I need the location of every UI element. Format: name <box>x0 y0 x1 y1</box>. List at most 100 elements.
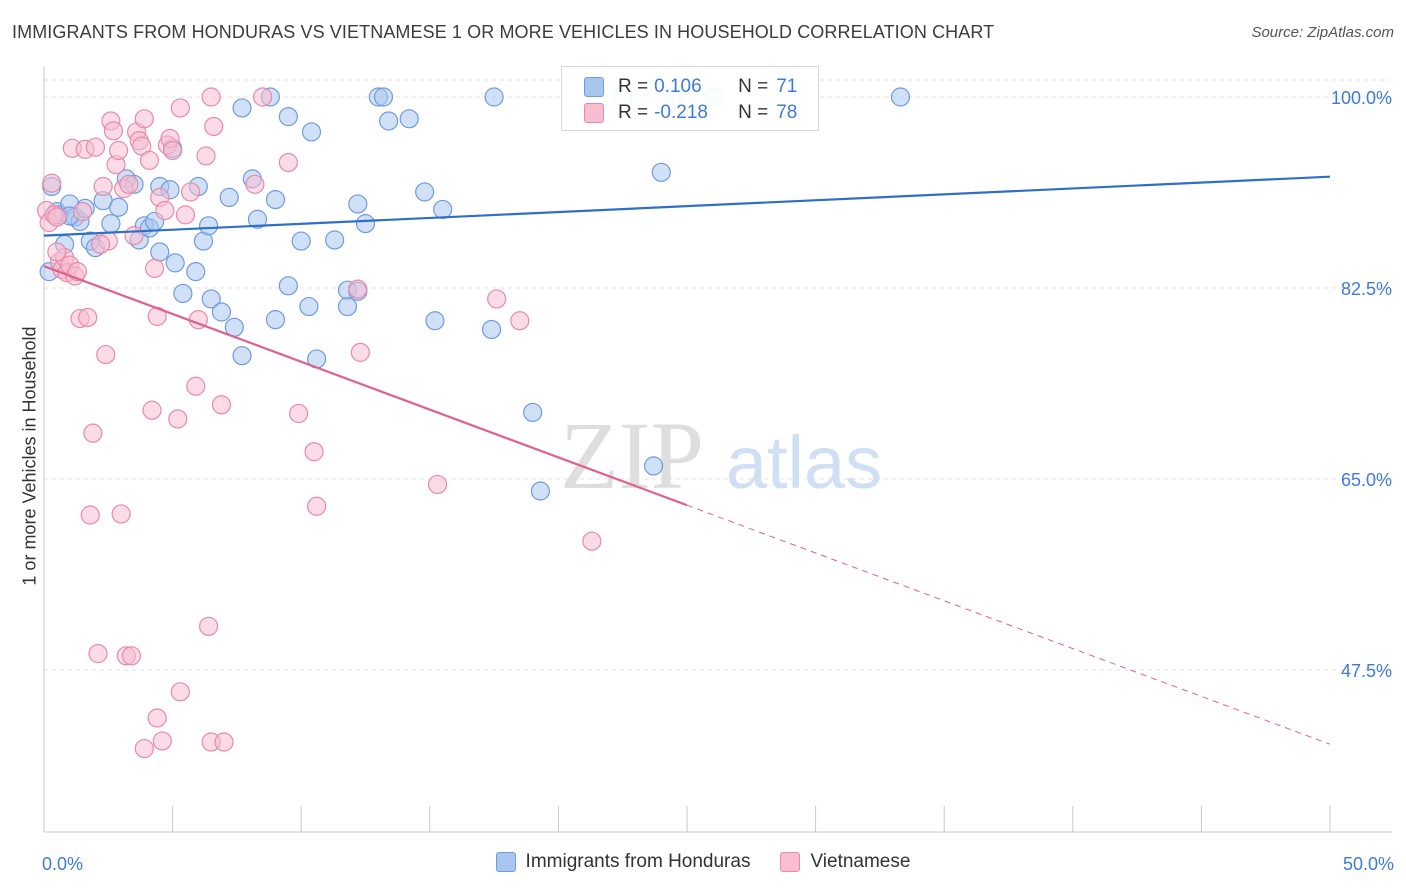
point-vietnamese <box>144 258 165 278</box>
point-vietnamese <box>147 708 167 728</box>
point-vietnamese <box>155 200 175 221</box>
point-honduras <box>278 107 298 127</box>
chart-title: IMMIGRANTS FROM HONDURAS VS VIETNAMESE 1… <box>12 22 995 42</box>
point-vietnamese <box>304 442 324 462</box>
point-vietnamese <box>80 505 100 525</box>
point-honduras <box>219 187 239 208</box>
x-tick-label: 50.0% <box>1343 854 1394 874</box>
legend-item-honduras[interactable]: Immigrants from Honduras <box>495 851 751 873</box>
point-honduras <box>211 302 232 322</box>
trend-line-honduras <box>43 175 1331 237</box>
point-honduras <box>101 214 121 234</box>
point-honduras <box>337 296 358 317</box>
point-vietnamese <box>108 140 129 161</box>
legend-swatch-vietnamese <box>780 852 801 872</box>
point-vietnamese <box>124 226 144 246</box>
legend-label-vietnamese: Vietnamese <box>810 851 911 872</box>
point-vietnamese <box>83 423 103 443</box>
point-vietnamese <box>121 646 142 666</box>
point-vietnamese <box>278 152 298 173</box>
point-vietnamese <box>307 496 327 516</box>
point-vietnamese <box>142 400 162 420</box>
legend-row-vietnamese: R = -0.218 N = 78 <box>584 101 797 125</box>
y-tick-label: 65.0% <box>1341 470 1392 490</box>
point-honduras <box>530 481 550 501</box>
trend-lines <box>43 175 1331 745</box>
legend-row-honduras: R = 0.106 N = 71 <box>584 75 797 99</box>
point-honduras <box>173 283 193 304</box>
point-honduras <box>433 199 453 220</box>
point-vietnamese <box>175 205 196 225</box>
watermark: ZIP atlas <box>560 402 882 509</box>
point-vietnamese <box>211 395 232 415</box>
point-vietnamese <box>152 731 172 751</box>
point-honduras <box>325 230 345 250</box>
point-vietnamese <box>47 207 67 227</box>
point-honduras <box>291 231 311 251</box>
gridlines <box>44 79 1390 671</box>
point-vietnamese <box>78 307 98 328</box>
axes <box>43 66 1392 833</box>
point-honduras <box>890 87 911 107</box>
point-vietnamese <box>245 174 265 194</box>
point-honduras <box>355 214 376 234</box>
trend-line-vietnamese <box>43 265 688 507</box>
point-honduras <box>481 319 502 340</box>
point-vietnamese <box>199 616 219 636</box>
legend-r-label: R = <box>618 76 649 97</box>
point-honduras <box>379 111 399 131</box>
point-vietnamese <box>214 732 234 752</box>
point-honduras <box>348 194 368 214</box>
point-honduras <box>186 262 206 282</box>
legend-n-label: N = <box>738 76 769 97</box>
legend-n-value: 78 <box>776 102 798 123</box>
point-vietnamese <box>348 279 368 299</box>
legend-r-value: -0.218 <box>654 102 708 123</box>
point-vietnamese <box>47 242 67 262</box>
legend-swatch-vietnamese <box>584 103 604 123</box>
point-honduras <box>425 311 445 331</box>
point-vietnamese <box>134 109 154 129</box>
y-tick-label: 100.0% <box>1331 88 1392 108</box>
point-vietnamese <box>170 98 190 118</box>
point-vietnamese <box>96 344 116 365</box>
point-vietnamese <box>186 376 206 396</box>
trend-line-vietnamese-extrapolated <box>686 504 1331 745</box>
source-credit: Source: ZipAtlas.com <box>1251 24 1394 41</box>
point-honduras <box>232 98 252 118</box>
point-vietnamese <box>204 116 224 137</box>
x-tick-label: 0.0% <box>42 854 83 874</box>
point-vietnamese <box>201 87 221 107</box>
legend-label-honduras: Immigrants from Honduras <box>525 851 751 872</box>
point-honduras <box>299 296 319 317</box>
point-vietnamese <box>168 409 188 429</box>
point-honduras <box>201 289 221 309</box>
point-vietnamese <box>90 234 111 254</box>
point-honduras <box>643 456 664 476</box>
point-honduras <box>523 402 543 423</box>
legend-swatch-honduras <box>584 77 604 97</box>
point-honduras <box>399 109 419 129</box>
point-honduras <box>165 253 185 273</box>
legend-item-vietnamese[interactable]: Vietnamese <box>780 851 910 873</box>
point-honduras <box>247 209 268 229</box>
series-legend: Immigrants from Honduras Vietnamese <box>0 851 1406 873</box>
point-vietnamese <box>88 644 108 664</box>
point-vietnamese <box>181 182 201 202</box>
point-vietnamese <box>85 137 106 157</box>
point-honduras <box>484 87 504 107</box>
y-tick-label: 82.5% <box>1341 279 1392 299</box>
point-vietnamese <box>487 289 507 309</box>
point-honduras <box>265 310 286 330</box>
point-honduras <box>651 162 671 182</box>
point-vietnamese <box>196 146 216 166</box>
point-vietnamese <box>289 403 309 424</box>
legend-n-label: N = <box>738 102 769 123</box>
legend-r-label: R = <box>618 102 649 123</box>
point-vietnamese <box>103 121 124 141</box>
point-vietnamese <box>350 342 370 362</box>
point-vietnamese <box>163 140 183 161</box>
point-vietnamese <box>582 531 602 551</box>
y-axis-label: 1 or more Vehicles in Household <box>19 326 40 586</box>
